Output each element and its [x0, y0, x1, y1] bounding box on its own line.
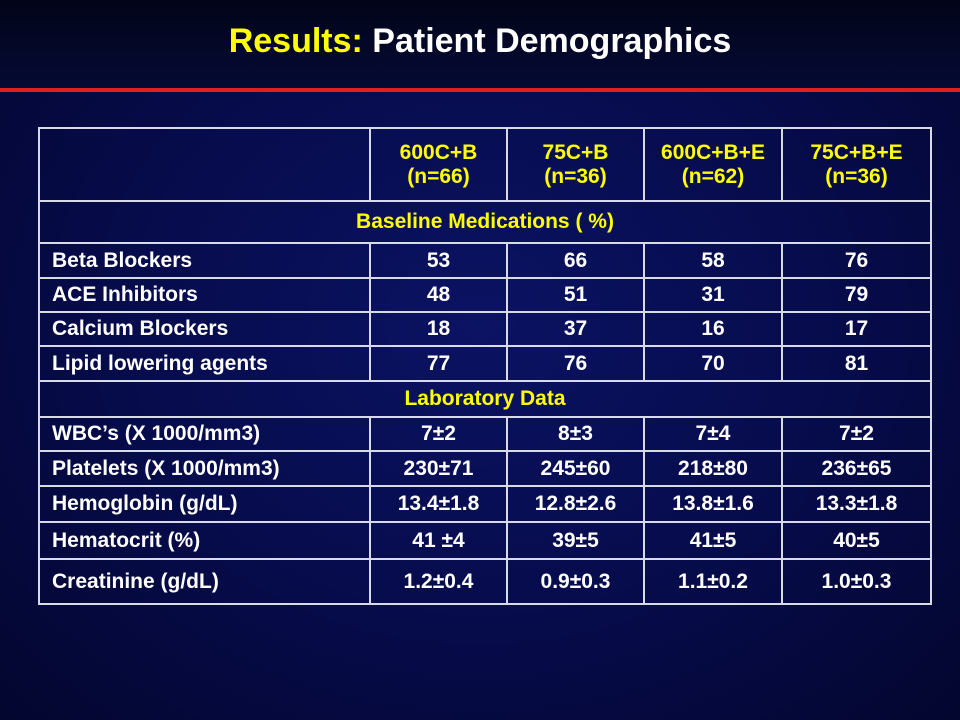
row-label: Calcium Blockers [38, 311, 371, 347]
title-accent: Results: [228, 22, 363, 60]
cell-value: 16 [643, 311, 783, 347]
column-header: 600C+B (n=66) [369, 127, 508, 202]
cell-value: 48 [369, 277, 508, 313]
table-row: Platelets (X 1000/mm3) 230±71 245±60 218… [38, 450, 932, 487]
table-row: Creatinine (g/dL) 1.2±0.4 0.9±0.3 1.1±0.… [38, 558, 932, 605]
section-row: Baseline Medications ( %) [38, 200, 932, 244]
header-row: 600C+B (n=66) 75C+B (n=36) 600C+B+E (n=6… [38, 127, 932, 202]
cell-value: 245±60 [506, 450, 645, 487]
row-label: Platelets (X 1000/mm3) [38, 450, 371, 487]
column-n: (n=66) [407, 164, 470, 188]
header-empty-cell [38, 127, 371, 202]
cell-value: 79 [781, 277, 932, 313]
table-row: Beta Blockers 53 66 58 76 [38, 242, 932, 279]
title-main: Patient Demographics [372, 22, 732, 60]
cell-value: 76 [506, 345, 645, 382]
demographics-table: 600C+B (n=66) 75C+B (n=36) 600C+B+E (n=6… [38, 127, 932, 605]
column-header: 600C+B+E (n=62) [643, 127, 783, 202]
row-label: WBC’s (X 1000/mm3) [38, 416, 371, 452]
table-row: Calcium Blockers 18 37 16 17 [38, 311, 932, 347]
column-header: 75C+B+E (n=36) [781, 127, 932, 202]
cell-value: 40±5 [781, 521, 932, 560]
cell-value: 12.8±2.6 [506, 485, 645, 523]
cell-value: 13.4±1.8 [369, 485, 508, 523]
row-label: Creatinine (g/dL) [38, 558, 371, 605]
column-header: 75C+B (n=36) [506, 127, 645, 202]
cell-value: 81 [781, 345, 932, 382]
column-n: (n=36) [825, 164, 888, 188]
cell-value: 41±5 [643, 521, 783, 560]
title-bar [0, 0, 960, 90]
row-label: Beta Blockers [38, 242, 371, 279]
cell-value: 31 [643, 277, 783, 313]
cell-value: 18 [369, 311, 508, 347]
section-heading: Laboratory Data [38, 380, 932, 418]
section-row: Laboratory Data [38, 380, 932, 418]
table-row: ACE Inhibitors 48 51 31 79 [38, 277, 932, 313]
cell-value: 7±4 [643, 416, 783, 452]
cell-value: 77 [369, 345, 508, 382]
cell-value: 37 [506, 311, 645, 347]
title-divider [0, 88, 960, 92]
cell-value: 0.9±0.3 [506, 558, 645, 605]
table-row: Hemoglobin (g/dL) 13.4±1.8 12.8±2.6 13.8… [38, 485, 932, 523]
cell-value: 218±80 [643, 450, 783, 487]
cell-value: 7±2 [369, 416, 508, 452]
cell-value: 39±5 [506, 521, 645, 560]
slide-title: Results: Patient Demographics [0, 22, 960, 61]
section-heading: Baseline Medications ( %) [38, 200, 932, 244]
cell-value: 8±3 [506, 416, 645, 452]
cell-value: 41 ±4 [369, 521, 508, 560]
cell-value: 1.0±0.3 [781, 558, 932, 605]
column-name: 600C+B+E [661, 140, 765, 164]
cell-value: 236±65 [781, 450, 932, 487]
column-name: 75C+B [542, 140, 609, 164]
row-label: Hematocrit (%) [38, 521, 371, 560]
table-row: Hematocrit (%) 41 ±4 39±5 41±5 40±5 [38, 521, 932, 560]
cell-value: 53 [369, 242, 508, 279]
column-name: 75C+B+E [810, 140, 903, 164]
row-label: Lipid lowering agents [38, 345, 371, 382]
table-row: Lipid lowering agents 77 76 70 81 [38, 345, 932, 382]
cell-value: 58 [643, 242, 783, 279]
cell-value: 1.1±0.2 [643, 558, 783, 605]
cell-value: 17 [781, 311, 932, 347]
cell-value: 13.8±1.6 [643, 485, 783, 523]
cell-value: 66 [506, 242, 645, 279]
cell-value: 1.2±0.4 [369, 558, 508, 605]
cell-value: 7±2 [781, 416, 932, 452]
column-n: (n=62) [681, 164, 745, 188]
column-n: (n=36) [544, 164, 607, 188]
column-name: 600C+B [399, 140, 478, 164]
cell-value: 230±71 [369, 450, 508, 487]
cell-value: 70 [643, 345, 783, 382]
cell-value: 51 [506, 277, 645, 313]
cell-value: 76 [781, 242, 932, 279]
table-row: WBC’s (X 1000/mm3) 7±2 8±3 7±4 7±2 [38, 416, 932, 452]
cell-value: 13.3±1.8 [781, 485, 932, 523]
row-label: Hemoglobin (g/dL) [38, 485, 371, 523]
row-label: ACE Inhibitors [38, 277, 371, 313]
